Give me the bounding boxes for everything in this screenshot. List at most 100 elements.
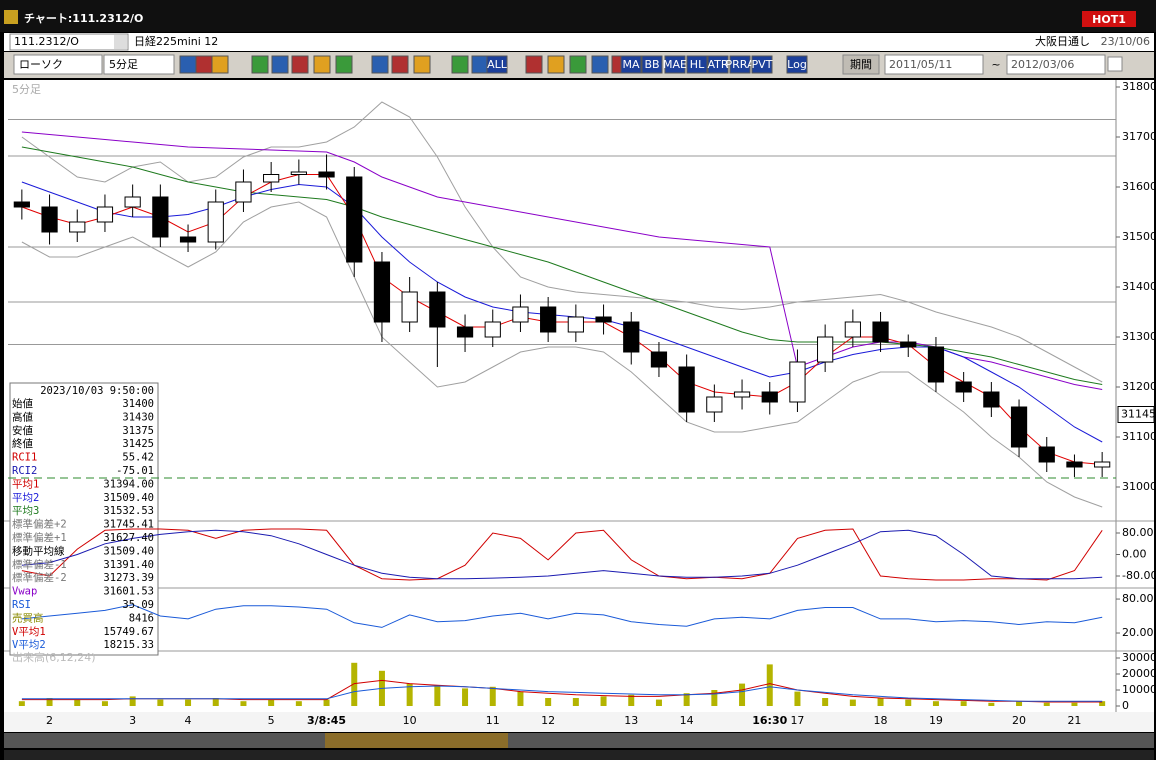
info-label: 売買高 xyxy=(12,611,44,624)
volume-bar xyxy=(711,690,718,706)
volume-bar xyxy=(462,688,469,706)
x-tick-label: 16:30 xyxy=(752,714,787,727)
tool-button[interactable] xyxy=(591,55,609,74)
from-field[interactable] xyxy=(884,54,984,75)
tool-button-label[interactable]: PRRA xyxy=(726,58,755,71)
candle-body xyxy=(373,261,391,323)
candle-body xyxy=(401,291,418,323)
tool-button[interactable] xyxy=(686,55,708,74)
y-tick-label: 80.00 xyxy=(1122,526,1154,539)
info-label: 終値 xyxy=(12,437,33,450)
tool-button[interactable] xyxy=(335,55,353,74)
tool-button[interactable] xyxy=(664,55,686,74)
tool-button[interactable] xyxy=(471,55,489,74)
x-tick-label: 11 xyxy=(486,714,500,727)
volume-bar xyxy=(1016,701,1023,706)
tool-button[interactable] xyxy=(313,55,331,74)
tool-button[interactable] xyxy=(641,55,663,74)
candle-body xyxy=(179,236,197,243)
candle-body xyxy=(761,391,778,403)
hot-button[interactable] xyxy=(1082,11,1136,27)
info-label: 安値 xyxy=(12,424,33,437)
scrollbar[interactable] xyxy=(4,733,1154,748)
symbol[interactable]: 111.2312/O xyxy=(14,35,79,48)
tool-button[interactable] xyxy=(195,55,213,74)
tool-button[interactable] xyxy=(271,55,289,74)
from-date[interactable]: 2011/05/11 xyxy=(889,58,952,71)
period-label[interactable]: 期間 xyxy=(850,58,872,71)
tool-button[interactable] xyxy=(251,55,269,74)
symbol-box[interactable] xyxy=(9,33,129,51)
y-tick-label: 31700 xyxy=(1122,130,1156,143)
volume-bar xyxy=(739,683,746,706)
dropdown[interactable] xyxy=(114,35,127,49)
indicator-line xyxy=(21,685,1103,702)
info-value: 18215.33 xyxy=(103,639,154,651)
candle-body xyxy=(900,341,917,348)
toolbar-row1 xyxy=(4,33,1154,51)
tool-button[interactable] xyxy=(371,55,389,74)
candle-body xyxy=(595,316,612,323)
volume-bar xyxy=(600,696,607,706)
tool-button[interactable] xyxy=(211,55,229,74)
indicator-line xyxy=(21,528,1103,581)
interval[interactable]: 5分足 xyxy=(109,58,138,71)
volume-bar xyxy=(545,698,552,706)
candle-body xyxy=(152,196,169,238)
tool-button[interactable] xyxy=(179,55,197,74)
info-label: 始値 xyxy=(12,397,33,410)
volume-bar xyxy=(101,701,108,706)
checkbox[interactable] xyxy=(1107,56,1123,72)
tool-button[interactable] xyxy=(451,55,469,74)
info-value: 8416 xyxy=(129,612,154,624)
tool-button[interactable] xyxy=(547,55,565,74)
x-tick-label: 3/8:45 xyxy=(307,714,346,727)
interval-select[interactable] xyxy=(103,54,175,75)
tool-button-label[interactable]: ALL xyxy=(487,58,508,71)
info-value: -75.01 xyxy=(116,465,154,477)
hot-label[interactable]: HOT1 xyxy=(1092,13,1126,26)
tool-button[interactable] xyxy=(707,55,729,74)
instrument-name: 日経225mini 12 xyxy=(134,35,218,48)
tool-button-label[interactable]: Log xyxy=(787,58,807,71)
chart-kind-select[interactable] xyxy=(13,54,103,75)
volume-bar xyxy=(822,698,829,706)
tool-button[interactable] xyxy=(620,55,642,74)
tool-button[interactable] xyxy=(751,55,773,74)
tool-button[interactable] xyxy=(291,55,309,74)
tool-button[interactable] xyxy=(486,55,508,74)
volume-bar xyxy=(1043,702,1050,706)
tool-button-label[interactable]: HL xyxy=(690,58,705,71)
info-label: Vwap xyxy=(12,586,37,598)
candle-body xyxy=(955,381,972,393)
info-label: 平均3 xyxy=(12,505,39,517)
candle-body xyxy=(346,176,363,263)
tool-button-label[interactable]: ATR xyxy=(707,58,728,71)
info-label: 平均2 xyxy=(12,492,39,504)
tool-button[interactable] xyxy=(729,55,751,74)
volume-bar xyxy=(74,699,81,706)
info-value: 31509.40 xyxy=(103,492,154,504)
to-field[interactable] xyxy=(1006,54,1106,75)
chart-kind[interactable]: ローソク xyxy=(19,58,63,71)
tool-button-label[interactable]: BB xyxy=(644,58,659,71)
tool-button-label[interactable]: MAE xyxy=(663,58,687,71)
x-tick-label: 20 xyxy=(1012,714,1026,727)
volume-bar xyxy=(877,698,884,706)
scroll-thumb[interactable] xyxy=(325,733,508,748)
tool-button[interactable] xyxy=(413,55,431,74)
y-tick-label: 10000 xyxy=(1122,683,1156,696)
period-button[interactable] xyxy=(842,54,880,75)
candle-body xyxy=(41,206,58,233)
candle-body xyxy=(290,171,307,175)
tool-button[interactable] xyxy=(569,55,587,74)
tool-button[interactable] xyxy=(391,55,409,74)
tool-button[interactable] xyxy=(786,55,808,74)
tool-button[interactable] xyxy=(525,55,543,74)
tool-button-label[interactable]: PVT xyxy=(752,58,773,71)
volume-bar xyxy=(572,698,579,706)
tool-button-label[interactable]: MA xyxy=(622,58,639,71)
to-date[interactable]: 2012/03/06 xyxy=(1011,58,1074,71)
volume-bar xyxy=(406,683,413,706)
candle-body xyxy=(789,361,806,403)
